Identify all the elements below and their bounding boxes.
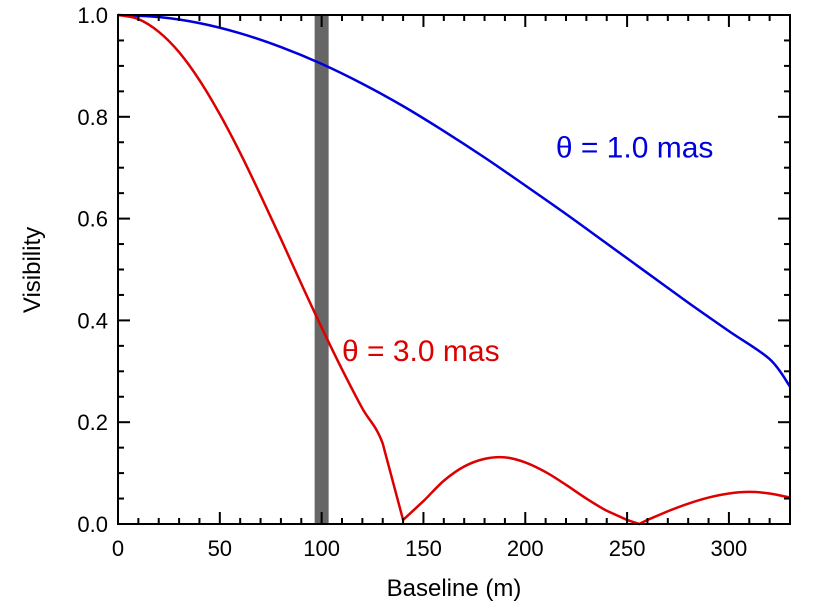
series-layer [117,13,792,526]
x-tick-label: 250 [609,536,646,561]
x-tick-label: 100 [303,536,340,561]
plot-frame [117,14,791,525]
y-axis-title: Visibility [19,227,46,313]
x-tick-label: 50 [208,536,232,561]
series-label-3mas: θ = 3.0 mas [342,335,500,368]
x-tick-label: 0 [112,536,124,561]
y-tick-label: 0.4 [77,308,108,333]
annotation-layer: θ = 1.0 mas θ = 3.0 mas [342,132,713,369]
series-line-1mas [117,13,792,388]
x-tick-label: 200 [507,536,544,561]
y-tick-label: 0.2 [77,410,108,435]
tick-layer: 0 50 100 150 200 250 300 0.0 0.2 0.4 0.6 0.8 1.0 [77,3,791,561]
y-tick-label: 0.6 [77,207,108,232]
x-tick-label: 150 [405,536,442,561]
baseline-100m-band [314,15,329,524]
x-tick-label: 300 [711,536,748,561]
y-tick-label: 0.0 [77,512,108,537]
baseline-marker-layer [314,15,329,524]
x-axis-title: Baseline (m) [387,575,522,602]
series-line-3mas [117,13,791,526]
y-tick-label: 1.0 [77,3,108,28]
series-label-1mas: θ = 1.0 mas [556,132,714,165]
y-tick-label: 0.8 [77,105,108,130]
